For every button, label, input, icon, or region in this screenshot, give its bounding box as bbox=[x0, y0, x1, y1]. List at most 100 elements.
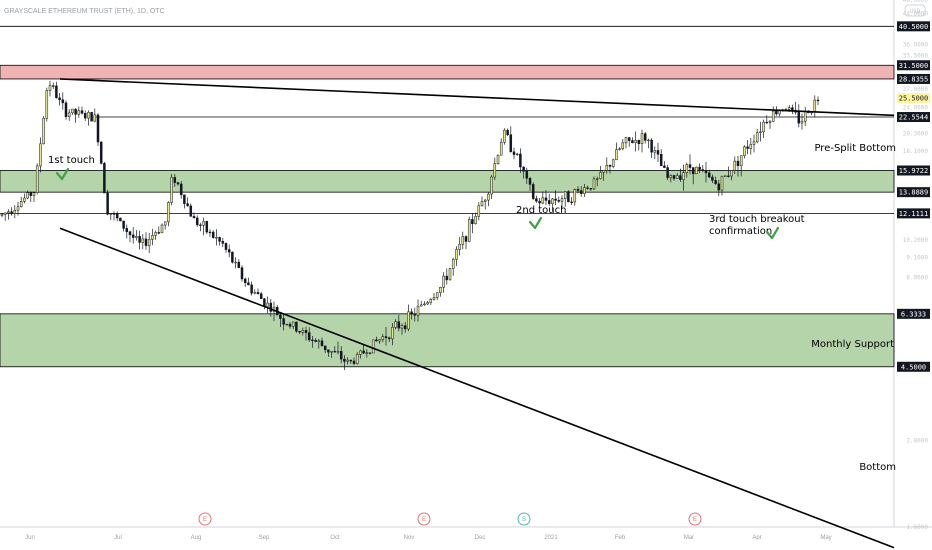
candle[interactable] bbox=[592, 176, 596, 190]
candle[interactable] bbox=[368, 352, 372, 355]
candle[interactable] bbox=[794, 101, 797, 115]
candle[interactable] bbox=[419, 300, 423, 307]
candle[interactable] bbox=[384, 327, 388, 346]
candle[interactable] bbox=[576, 186, 580, 194]
price-tag[interactable]: 28.8355 bbox=[897, 73, 930, 84]
candle[interactable] bbox=[407, 304, 410, 332]
zone-resistance-0[interactable] bbox=[0, 64, 895, 80]
zone-support-1[interactable] bbox=[0, 170, 895, 193]
candle[interactable] bbox=[701, 164, 705, 173]
candle[interactable] bbox=[61, 92, 65, 110]
trendline-layer[interactable] bbox=[59, 78, 895, 549]
candle[interactable] bbox=[109, 213, 113, 221]
candle[interactable] bbox=[739, 155, 743, 177]
candle[interactable] bbox=[83, 110, 87, 121]
candle[interactable] bbox=[67, 109, 71, 121]
candle[interactable] bbox=[714, 176, 717, 185]
candle[interactable] bbox=[167, 201, 170, 227]
candle[interactable] bbox=[141, 234, 145, 250]
candle[interactable] bbox=[589, 188, 593, 191]
candle[interactable] bbox=[195, 215, 199, 227]
price-tag[interactable]: 40.5000 bbox=[897, 21, 930, 32]
candle[interactable] bbox=[503, 128, 506, 145]
candle[interactable] bbox=[583, 183, 586, 197]
candle[interactable] bbox=[608, 164, 612, 174]
candle[interactable] bbox=[490, 174, 493, 199]
candle[interactable] bbox=[416, 299, 420, 322]
candle[interactable] bbox=[506, 128, 509, 136]
candle[interactable] bbox=[189, 203, 193, 217]
candle[interactable] bbox=[698, 163, 701, 174]
candle[interactable] bbox=[128, 230, 132, 243]
candle[interactable] bbox=[371, 339, 375, 354]
candle[interactable] bbox=[391, 322, 394, 346]
candle[interactable] bbox=[429, 297, 433, 305]
candle[interactable] bbox=[199, 222, 202, 232]
candle[interactable] bbox=[538, 198, 541, 207]
candle[interactable] bbox=[112, 211, 116, 221]
candle[interactable] bbox=[771, 106, 775, 122]
candle[interactable] bbox=[7, 209, 10, 220]
candle[interactable] bbox=[346, 357, 349, 365]
candle[interactable] bbox=[743, 145, 746, 159]
candle[interactable] bbox=[535, 195, 538, 203]
candle[interactable] bbox=[816, 96, 820, 106]
candle[interactable] bbox=[288, 322, 292, 329]
candle[interactable] bbox=[637, 139, 641, 151]
candle[interactable] bbox=[762, 119, 765, 139]
candle[interactable] bbox=[115, 211, 119, 222]
candle[interactable] bbox=[320, 337, 324, 347]
candle[interactable] bbox=[768, 119, 772, 129]
candle[interactable] bbox=[522, 166, 525, 179]
candle[interactable] bbox=[650, 138, 653, 159]
candle[interactable] bbox=[496, 154, 500, 165]
candle-layer[interactable] bbox=[0, 80, 820, 370]
candle[interactable] bbox=[42, 116, 45, 145]
candle[interactable] bbox=[602, 169, 605, 181]
candle[interactable] bbox=[307, 327, 311, 342]
candle[interactable] bbox=[541, 191, 545, 205]
event-marker[interactable]: E bbox=[417, 512, 431, 526]
candle[interactable] bbox=[659, 149, 663, 167]
candle[interactable] bbox=[298, 330, 301, 335]
candle[interactable] bbox=[471, 213, 474, 234]
candle[interactable] bbox=[93, 108, 97, 123]
candle[interactable] bbox=[144, 232, 148, 250]
candle[interactable] bbox=[720, 175, 724, 196]
candle[interactable] bbox=[544, 189, 548, 205]
price-tag[interactable]: 6.3333 bbox=[897, 308, 930, 319]
candle[interactable] bbox=[227, 244, 231, 258]
candle[interactable] bbox=[480, 196, 484, 207]
candle[interactable] bbox=[765, 115, 769, 125]
candle[interactable] bbox=[125, 224, 129, 239]
candle[interactable] bbox=[295, 321, 298, 333]
candle[interactable] bbox=[16, 201, 20, 216]
candle[interactable] bbox=[512, 147, 516, 160]
candle[interactable] bbox=[451, 257, 455, 276]
candle[interactable] bbox=[631, 137, 634, 144]
candle[interactable] bbox=[723, 175, 727, 177]
candle[interactable] bbox=[45, 87, 49, 122]
candle[interactable] bbox=[464, 235, 468, 250]
candle[interactable] bbox=[77, 106, 81, 118]
candle[interactable] bbox=[381, 333, 385, 343]
candle[interactable] bbox=[672, 174, 676, 181]
candle[interactable] bbox=[682, 164, 685, 191]
price-tag[interactable]: 31.5000 bbox=[897, 60, 930, 71]
candle[interactable] bbox=[266, 296, 269, 314]
candle[interactable] bbox=[675, 172, 679, 179]
candle[interactable] bbox=[231, 251, 234, 264]
candle[interactable] bbox=[803, 106, 807, 127]
candle[interactable] bbox=[163, 221, 167, 230]
candle[interactable] bbox=[119, 217, 122, 222]
candle[interactable] bbox=[656, 142, 660, 163]
candle[interactable] bbox=[563, 191, 567, 207]
candle[interactable] bbox=[605, 157, 609, 174]
price-axis[interactable]: 48.0000 44.0000 36.0000 33.5000 27.0000 24.00… bbox=[897, 0, 930, 531]
candle[interactable] bbox=[269, 298, 273, 317]
candle[interactable] bbox=[474, 212, 477, 225]
event-marker[interactable]: S bbox=[517, 512, 531, 526]
candle[interactable] bbox=[32, 192, 36, 202]
candle[interactable] bbox=[759, 121, 762, 142]
trendline-descending-resistance[interactable] bbox=[59, 78, 895, 117]
